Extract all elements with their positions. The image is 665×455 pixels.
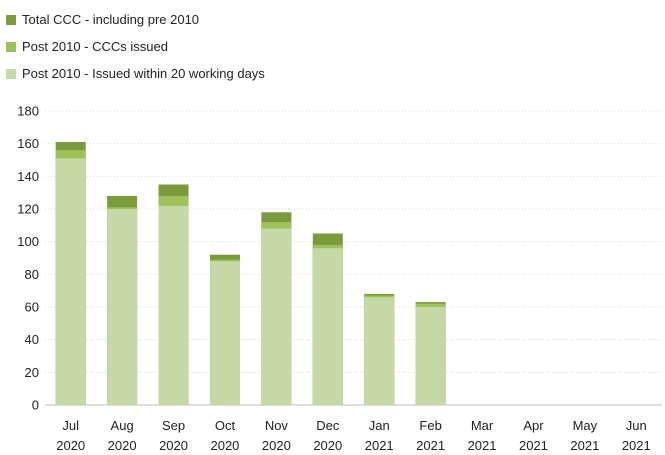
bar-post2010-20days <box>261 228 292 405</box>
bar-post2010-20days <box>312 248 343 405</box>
legend-swatch-post2010-issued <box>6 41 16 52</box>
bar-post2010-20days <box>209 261 240 405</box>
x-tick-label: Mar 2021 <box>468 418 497 453</box>
legend-label-post2010-issued: Post 2010 - CCCs issued <box>22 39 168 54</box>
x-tick-label: Feb 2021 <box>416 418 445 453</box>
y-tick-label: 120 <box>17 202 39 217</box>
legend-item-post2010-20days: Post 2010 - Issued within 20 working day… <box>6 60 265 87</box>
legend-swatch-total-ccc <box>6 14 16 25</box>
y-tick-label: 100 <box>17 234 39 249</box>
y-tick-label: 60 <box>25 300 39 315</box>
y-tick-label: 0 <box>32 398 39 413</box>
x-tick-label: Nov 2020 <box>262 418 291 453</box>
legend-swatch-post2010-20days <box>6 68 16 79</box>
y-tick-label: 160 <box>17 136 39 151</box>
x-tick-label: Jan 2021 <box>365 418 394 453</box>
bar-post2010-20days <box>415 307 446 405</box>
x-tick-label: Jun 2021 <box>622 418 651 453</box>
legend-item-post2010-issued: Post 2010 - CCCs issued <box>6 33 265 60</box>
legend-label-total-ccc: Total CCC - including pre 2010 <box>22 12 200 27</box>
x-tick-label: Sep 2020 <box>159 418 188 453</box>
y-tick-label: 80 <box>25 267 39 282</box>
x-tick-label: May 2021 <box>570 418 599 453</box>
x-tick-label: Apr 2021 <box>519 418 548 453</box>
legend-item-total-ccc: Total CCC - including pre 2010 <box>6 6 265 33</box>
x-tick-label: Dec 2020 <box>313 418 342 453</box>
bar-post2010-20days <box>107 209 138 405</box>
y-tick-label: 180 <box>17 104 39 119</box>
x-tick-label: Aug 2020 <box>108 418 137 453</box>
x-tick-label: Oct 2020 <box>210 418 239 453</box>
y-tick-label: 140 <box>17 169 39 184</box>
legend-label-post2010-20days: Post 2010 - Issued within 20 working day… <box>22 66 265 81</box>
bar-post2010-20days <box>55 158 86 405</box>
legend: Total CCC - including pre 2010 Post 2010… <box>6 6 265 87</box>
y-tick-label: 40 <box>25 332 39 347</box>
bar-post2010-20days <box>364 297 395 405</box>
x-tick-label: Jul 2020 <box>56 418 85 453</box>
bar-post2010-20days <box>158 205 189 405</box>
y-tick-label: 20 <box>25 365 39 380</box>
